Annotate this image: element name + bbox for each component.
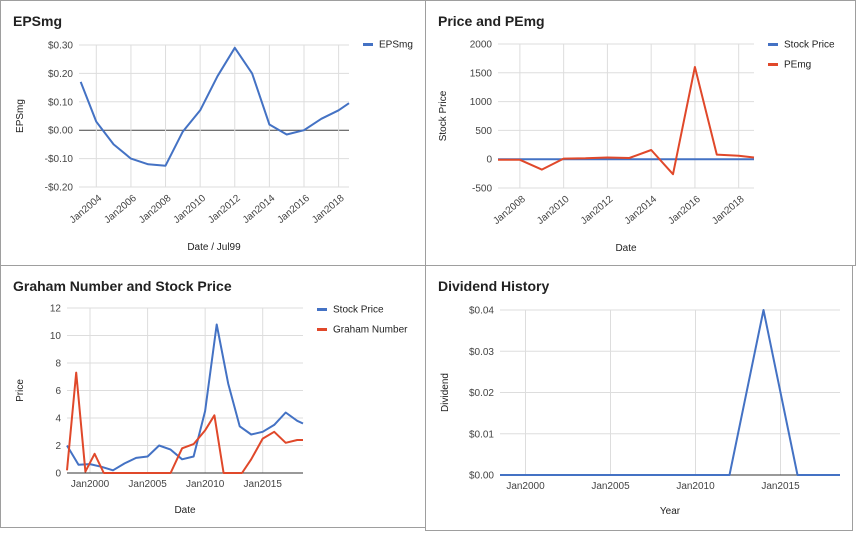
- x-tick-label: Jan2008: [491, 194, 528, 227]
- y-tick-label: 10: [50, 331, 62, 342]
- y-tick-label: -500: [472, 184, 492, 195]
- y-tick-label: 500: [475, 126, 492, 137]
- x-tick-label: Jan2018: [710, 194, 747, 227]
- x-tick-label: Jan2006: [102, 193, 139, 226]
- y-tick-label: $0.01: [469, 429, 494, 440]
- x-tick-label: Jan2014: [623, 194, 660, 227]
- y-tick-label: $0.02: [469, 388, 494, 399]
- y-axis-label: EPSmg: [15, 99, 26, 133]
- dividend-history-chart-panel: Dividend History $0.00 $0.01 $0.02 $0.03 $0.0…: [425, 265, 853, 531]
- y-tick-label: 2000: [470, 40, 493, 51]
- y-tick-label: 1000: [470, 97, 493, 108]
- y-tick-label: 0: [486, 155, 492, 166]
- x-tick-label: Jan2010: [535, 194, 572, 227]
- y-tick-label: 8: [55, 359, 61, 370]
- series-line-graham-number: [66, 371, 303, 474]
- x-tick-label: Jan2000: [71, 479, 110, 490]
- chart-title: EPSmg: [13, 13, 62, 29]
- y-axis-label: Stock Price: [438, 90, 449, 141]
- series-line-pemg: [498, 66, 755, 176]
- y-tick-label: $0.00: [469, 471, 494, 482]
- chart-svg: Dividend History $0.00 $0.01 $0.02 $0.03 $0.0…: [438, 278, 840, 517]
- y-axis-label: Dividend: [440, 373, 451, 412]
- series-line-epsmg: [79, 46, 350, 167]
- legend-label: Graham Number: [333, 325, 408, 336]
- legend-swatch: [363, 43, 373, 46]
- x-tick-label: Jan2018: [310, 193, 347, 226]
- x-tick-label: Jan2000: [506, 481, 545, 492]
- chart-svg: Price and PEmg -500 0 500 1000 1500 2000 Jan200…: [438, 13, 835, 254]
- y-tick-label: $0.30: [48, 41, 73, 52]
- x-tick-label: Jan2016: [666, 194, 703, 227]
- legend-label: Stock Price: [333, 305, 384, 316]
- price-pemg-chart-panel: Price and PEmg -500 0 500 1000 1500 2000 Jan200…: [425, 0, 856, 266]
- chart-svg: EPSmg -$0.20 -$0.10 $0.00 $0.10 $0.20 $0.30 Jan…: [13, 13, 413, 253]
- y-tick-label: $0.20: [48, 69, 73, 80]
- x-tick-label: Jan2016: [275, 193, 312, 226]
- series-line-stock-price: [66, 323, 304, 472]
- graham-number-chart-panel: Graham Number and Stock Price 0 2 4 6 8 10 12 Ja…: [0, 265, 426, 528]
- chart-title: Price and PEmg: [438, 13, 545, 29]
- x-axis-label: Date: [615, 243, 637, 254]
- legend-swatch: [317, 308, 327, 311]
- x-tick-label: Jan2004: [68, 193, 105, 226]
- y-tick-label: 12: [50, 304, 62, 315]
- x-tick-label: Jan2010: [186, 479, 225, 490]
- y-tick-label: 6: [55, 386, 61, 397]
- legend-swatch: [768, 43, 778, 46]
- chart-svg: Graham Number and Stock Price 0 2 4 6 8 10 12 Ja…: [13, 278, 408, 516]
- x-tick-label: Jan2010: [172, 193, 209, 226]
- x-axis-label: Year: [660, 506, 681, 517]
- x-tick-label: Jan2008: [137, 193, 174, 226]
- x-tick-label: Jan2012: [579, 194, 616, 227]
- x-axis-label: Date / Jul99: [187, 242, 241, 253]
- legend-label: PEmg: [784, 60, 811, 71]
- chart-title: Graham Number and Stock Price: [13, 278, 232, 294]
- y-axis-label: Price: [15, 379, 26, 402]
- x-tick-label: Jan2005: [128, 479, 167, 490]
- x-axis-label: Date: [174, 505, 196, 516]
- legend-swatch: [317, 328, 327, 331]
- y-tick-label: 0: [55, 469, 61, 480]
- y-tick-label: 4: [55, 414, 61, 425]
- legend-swatch: [768, 63, 778, 66]
- y-tick-label: $0.10: [48, 97, 73, 108]
- x-tick-label: Jan2015: [761, 481, 800, 492]
- y-tick-label: $0.04: [469, 306, 494, 317]
- x-tick-label: Jan2014: [241, 193, 278, 226]
- legend-label: EPSmg: [379, 40, 413, 51]
- x-tick-label: Jan2005: [591, 481, 630, 492]
- y-tick-label: -$0.20: [45, 183, 74, 194]
- y-tick-label: 2: [55, 441, 61, 452]
- y-tick-label: -$0.10: [45, 154, 74, 165]
- x-tick-label: Jan2015: [244, 479, 283, 490]
- legend-label: Stock Price: [784, 40, 835, 51]
- chart-title: Dividend History: [438, 278, 549, 294]
- x-tick-label: Jan2010: [676, 481, 715, 492]
- y-tick-label: $0.00: [48, 126, 73, 137]
- y-tick-label: $0.03: [469, 347, 494, 358]
- y-tick-label: 1500: [470, 68, 493, 79]
- x-tick-label: Jan2012: [206, 193, 243, 226]
- epsmg-chart-panel: EPSmg -$0.20 -$0.10 $0.00 $0.10 $0.20 $0.30 Jan…: [0, 0, 426, 266]
- series-line-dividend: [500, 309, 840, 476]
